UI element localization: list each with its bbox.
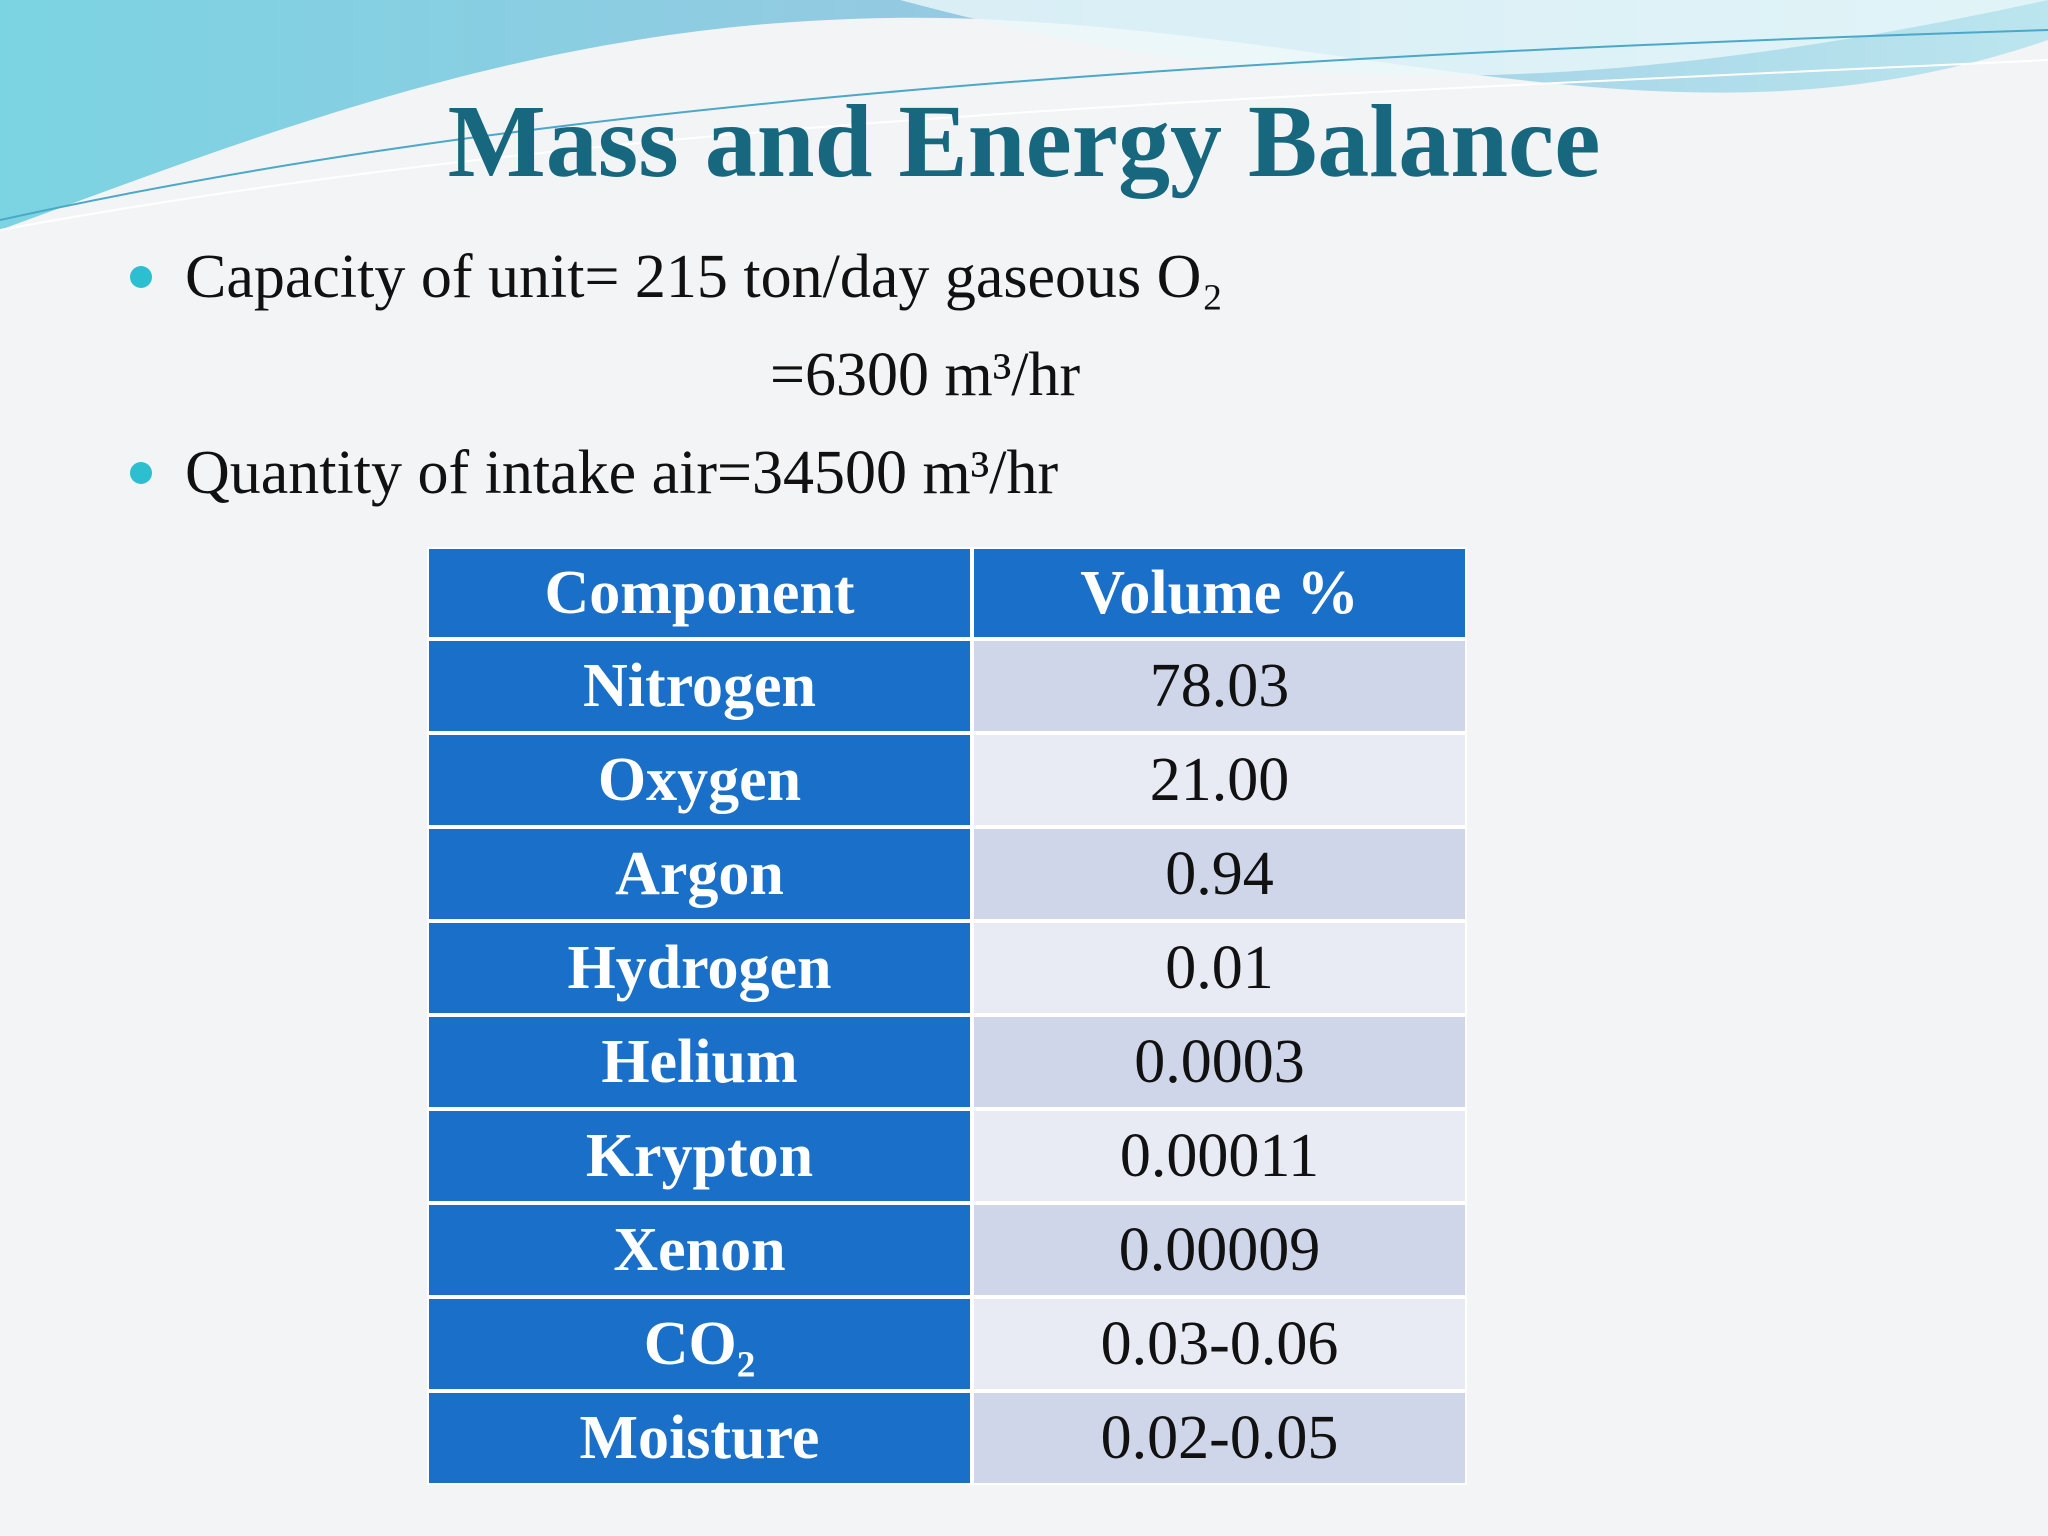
volume-cell: 0.02-0.05 — [972, 1391, 1467, 1485]
header-cell: Component — [427, 547, 972, 639]
component-cell: Moisture — [427, 1391, 972, 1485]
component-cell: Nitrogen — [427, 639, 972, 733]
header-cell: Volume % — [972, 547, 1467, 639]
component-cell: Helium — [427, 1015, 972, 1109]
volume-cell: 0.01 — [972, 921, 1467, 1015]
volume-cell: 0.94 — [972, 827, 1467, 921]
component-cell: Krypton — [427, 1109, 972, 1203]
volume-cell: 78.03 — [972, 639, 1467, 733]
component-cell: Xenon — [427, 1203, 972, 1297]
volume-cell: 0.00009 — [972, 1203, 1467, 1297]
header-wave — [0, 0, 2048, 231]
bullet-dot — [130, 266, 152, 288]
volume-cell: 21.00 — [972, 733, 1467, 827]
volume-cell: 0.00011 — [972, 1109, 1467, 1203]
component-cell: CO₂ — [427, 1297, 972, 1391]
bullet-dot — [130, 462, 152, 484]
component-cell: Hydrogen — [427, 921, 972, 1015]
bullet-continuation: =6300 m³/hr — [770, 341, 1081, 409]
component-cell: Argon — [427, 827, 972, 921]
bullet-text: Quantity of intake air=34500 m³/hr — [185, 439, 1059, 507]
bullet-text: Capacity of unit= 215 ton/day gaseous O₂ — [185, 243, 1224, 311]
volume-cell: 0.03-0.06 — [972, 1297, 1467, 1391]
component-cell: Oxygen — [427, 733, 972, 827]
slide-title: Mass and Energy Balance — [447, 84, 1601, 199]
volume-cell: 0.0003 — [972, 1015, 1467, 1109]
